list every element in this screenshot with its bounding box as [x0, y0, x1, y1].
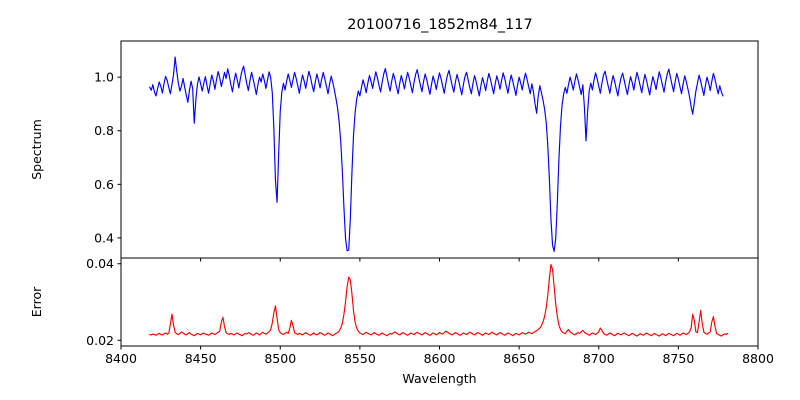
x-tick-label: 8800: [742, 351, 774, 366]
x-tick-label: 8600: [424, 351, 456, 366]
error-x-axis-ticks: 8400 8450 8500 8550 8600 8650 8700 8750 8800: [105, 346, 774, 366]
page-title: 20100716_1852m84_117: [347, 17, 532, 33]
x-tick-label: 8500: [264, 351, 296, 366]
error-y-axis-ticks: 0.02 0.04: [86, 256, 121, 348]
x-tick-label: 8650: [503, 351, 535, 366]
x-tick-label: 8700: [583, 351, 615, 366]
error-data-line: [149, 263, 729, 337]
error-panel: 0.02 0.04 8400 8450 8500 8550 8600 8650 8700 875…: [29, 256, 774, 386]
spectrum-panel: 0.4 0.6 0.8 1.0 Spectrum: [29, 40, 759, 262]
x-tick-label: 8400: [105, 351, 137, 366]
y-tick-label: 0.04: [86, 256, 114, 271]
x-tick-label: 8450: [185, 351, 217, 366]
y-tick-label: 0.8: [94, 123, 114, 138]
y-tick-label: 1.0: [94, 70, 114, 85]
error-axis-label: Error: [29, 286, 44, 317]
y-tick-label: 0.02: [86, 333, 114, 348]
y-tick-label: 0.6: [94, 177, 114, 192]
wavelength-axis-label: Wavelength: [402, 371, 476, 386]
spectrum-data-line: [149, 56, 724, 252]
spectrum-axis-label: Spectrum: [29, 119, 44, 180]
x-tick-label: 8750: [662, 351, 694, 366]
spectrum-y-axis-ticks: 0.4 0.6 0.8 1.0: [94, 70, 121, 245]
y-tick-label: 0.4: [94, 230, 114, 245]
x-tick-label: 8550: [344, 351, 376, 366]
